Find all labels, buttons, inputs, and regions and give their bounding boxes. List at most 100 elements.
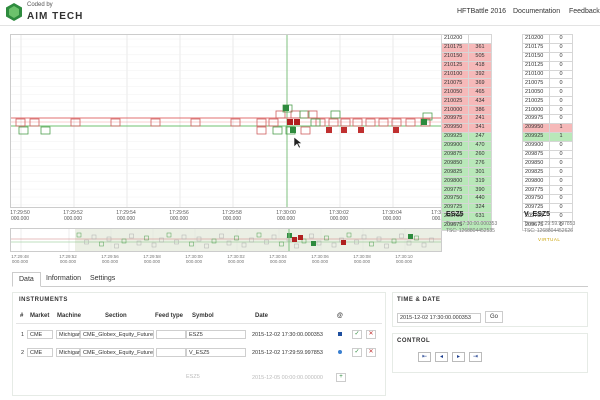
- book-qty: 631: [468, 211, 492, 222]
- overview-order-box: [99, 241, 104, 247]
- datetime-input[interactable]: 2015-12-02 17:30:00.000353: [397, 313, 481, 323]
- overview-tick-label: 17:30:02 000.000: [227, 254, 245, 264]
- nav-hftbattle[interactable]: HFTBattle 2016: [457, 8, 507, 15]
- x-tick-label: 17:30:00 000.000: [276, 210, 296, 222]
- book-price: 209875: [522, 149, 550, 160]
- overview-tick-label: 17:30:06 000.000: [311, 254, 329, 264]
- symbol-select[interactable]: ESZ5: [186, 330, 246, 339]
- order-box: [256, 126, 267, 135]
- overview-order-box: [309, 233, 314, 239]
- book-price: 209975: [522, 114, 550, 124]
- book-qty: 247: [468, 131, 492, 142]
- book-row: 210050 0: [522, 87, 573, 98]
- book-price: 209775: [441, 185, 469, 196]
- book-row: 210200: [441, 34, 492, 44]
- x-tick-label: 17:29:56 000.000: [169, 210, 189, 222]
- feed-type-select[interactable]: [156, 348, 186, 357]
- market-select[interactable]: CME: [27, 330, 53, 339]
- book-row: 209875 0: [522, 149, 573, 160]
- tab-data[interactable]: Data: [12, 272, 41, 287]
- book-row: 210075 0: [522, 78, 573, 89]
- symbol-select[interactable]: V_ESZ5: [186, 348, 246, 357]
- order-box: [272, 126, 283, 135]
- book-price: 209950: [522, 122, 550, 133]
- market-select[interactable]: CME: [27, 348, 53, 357]
- book-qty: 0: [549, 51, 573, 62]
- book-price: 210100: [441, 69, 469, 80]
- remove-icon[interactable]: ✕: [366, 348, 376, 357]
- book-price: 209800: [441, 176, 469, 187]
- order-flow-chart[interactable]: [10, 34, 442, 208]
- book-row: 210200 0: [522, 34, 573, 44]
- step-forward-button[interactable]: ▸: [452, 352, 465, 362]
- book-price: 209850: [522, 158, 550, 169]
- jump-start-button[interactable]: ⇤: [418, 352, 431, 362]
- book-qty: 465: [468, 87, 492, 98]
- order-box: [70, 118, 81, 127]
- series-color-dot[interactable]: [338, 350, 342, 354]
- series-color-dot[interactable]: [338, 332, 342, 336]
- trade-mark: [421, 119, 427, 125]
- book-qty: 0: [549, 220, 573, 231]
- jump-end-button[interactable]: ⇥: [469, 352, 482, 362]
- machine-select[interactable]: Michigan: [56, 348, 81, 357]
- book1-time: Time: 17:30:00.000353: [446, 221, 498, 227]
- nav-documentation[interactable]: Documentation: [513, 8, 561, 15]
- book-row: 209950 341: [441, 122, 492, 133]
- add-instrument-button[interactable]: +: [336, 373, 346, 382]
- confirm-icon[interactable]: ✓: [352, 348, 362, 357]
- book-price: 209975: [441, 114, 469, 124]
- overview-order-box: [256, 232, 262, 238]
- book-qty: 390: [468, 185, 492, 196]
- order-box: [352, 118, 363, 127]
- book-row: 209975 241: [441, 114, 492, 124]
- book-qty: 0: [549, 211, 573, 222]
- book-price: 210050: [522, 87, 550, 98]
- overview-order-box: [84, 239, 89, 245]
- tab-information[interactable]: Information: [46, 275, 82, 282]
- control-title: CONTROL: [397, 338, 431, 344]
- nav-feedback[interactable]: Feedback: [569, 8, 600, 15]
- overview-order-box: [391, 238, 397, 244]
- book-qty: 1: [549, 122, 573, 133]
- book-qty: 260: [468, 149, 492, 160]
- book-price: 209925: [441, 131, 469, 142]
- overview-order-box: [114, 243, 119, 249]
- order-box: [256, 118, 267, 127]
- feed-type-select[interactable]: [156, 330, 186, 339]
- chart-overview-navigator[interactable]: [10, 228, 442, 252]
- book-qty: 0: [549, 42, 573, 53]
- book2-time: Time: 17:29:59.997853: [524, 221, 576, 227]
- instruments-header: Symbol: [192, 313, 214, 319]
- book-price: 209800: [522, 176, 550, 187]
- book-qty: 470: [468, 140, 492, 151]
- book-price: 209750: [522, 194, 550, 204]
- instruments-panel: [12, 292, 386, 396]
- overview-tick-label: 17:30:04 000.000: [269, 254, 287, 264]
- confirm-icon[interactable]: ✓: [352, 330, 362, 339]
- overview-tick-label: 17:29:52 000.000: [59, 254, 77, 264]
- instruments-header: #: [20, 313, 24, 319]
- go-button[interactable]: Go: [485, 311, 503, 323]
- trade-mark: [393, 127, 399, 133]
- new-date-field[interactable]: 2015-12-05 00:00:00.000000: [252, 375, 323, 381]
- book-price: 209950: [441, 122, 469, 133]
- overview-trade-mark: [311, 241, 316, 246]
- book-qty: 0: [549, 105, 573, 116]
- book-row: 210075 369: [441, 78, 492, 89]
- machine-select[interactable]: Michigan: [56, 330, 81, 339]
- book-row: 209750 0: [522, 194, 573, 204]
- trade-mark: [326, 127, 332, 133]
- overview-tick-label: 17:30:10 000.000: [395, 254, 413, 264]
- order-box: [328, 118, 339, 127]
- section-select[interactable]: CME_Globex_Equity_Future: [80, 330, 154, 339]
- book-price: 209825: [522, 167, 550, 178]
- step-back-button[interactable]: ◂: [435, 352, 448, 362]
- overview-order-box: [129, 233, 134, 239]
- tab-settings[interactable]: Settings: [90, 275, 116, 282]
- book-qty: 276: [468, 158, 492, 169]
- book-price: 209900: [522, 140, 550, 151]
- section-select[interactable]: CME_Globex_Equity_Future: [80, 348, 154, 357]
- remove-icon[interactable]: ✕: [366, 330, 376, 339]
- book-price: 210000: [522, 105, 550, 116]
